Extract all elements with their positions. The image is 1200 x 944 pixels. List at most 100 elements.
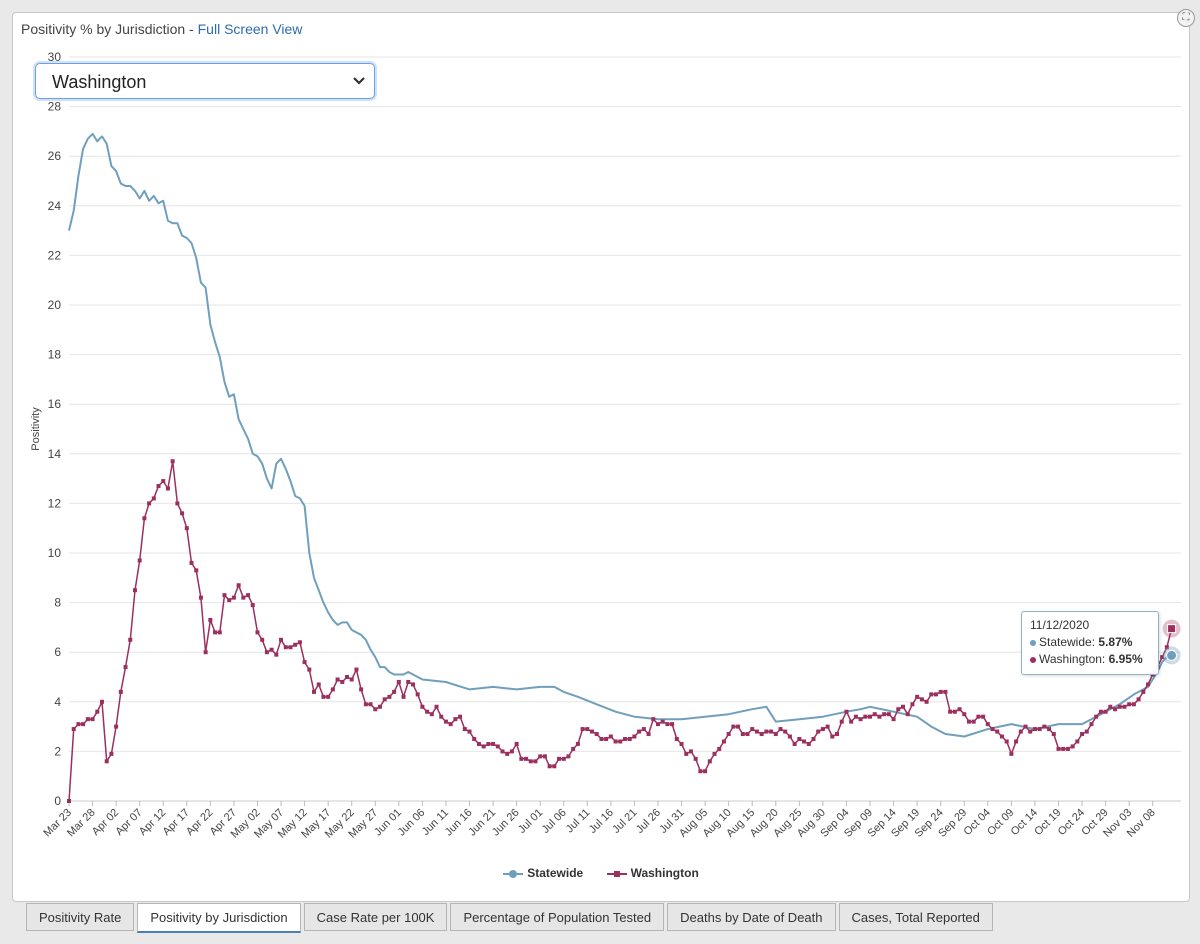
tab-deaths-by-date-of-death[interactable]: Deaths by Date of Death [667,903,836,931]
washington-data-point [999,734,1004,739]
washington-data-point [787,734,792,739]
washington-data-point [307,667,312,672]
washington-data-point [839,719,844,724]
legend-item-statewide[interactable]: Statewide [503,866,583,880]
washington-data-point [990,727,995,732]
y-tick-label: 2 [54,744,61,758]
y-tick-label: 4 [54,695,61,709]
washington-data-point [943,689,948,694]
washington-data-point [217,630,222,635]
washington-data-point [599,737,604,741]
washington-data-point [147,501,152,506]
tab-positivity-by-jurisdiction[interactable]: Positivity by Jurisdiction [137,903,301,933]
washington-data-point [349,677,354,682]
tab-case-rate-per-100k[interactable]: Case Rate per 100K [303,903,448,931]
washington-data-point [472,737,477,741]
washington-data-point [297,640,302,645]
washington-data-point [231,595,236,600]
y-tick-label: 26 [48,149,62,163]
tooltip-washington-label: Washington: [1039,652,1106,666]
statewide-series-line [68,132,1172,738]
washington-data-point [1131,702,1136,707]
washington-data-point [976,714,981,719]
washington-data-point [594,732,599,737]
washington-data-point [1146,682,1151,687]
washington-data-point [458,714,463,719]
y-tick-label: 18 [48,348,62,362]
washington-data-point [778,727,783,732]
washington-data-point [227,598,232,603]
washington-data-point [415,692,420,697]
washington-data-point [260,637,265,642]
washington-data-point [896,707,901,712]
washington-data-point [901,704,905,709]
washington-data-point [806,741,811,746]
washington-data-point [312,689,317,694]
tab-positivity-rate[interactable]: Positivity Rate [26,903,135,931]
washington-data-point [396,679,401,684]
washington-data-point [274,652,279,657]
washington-data-point [651,717,656,722]
y-tick-label: 10 [48,546,62,560]
jurisdiction-select[interactable]: Washington [35,63,375,99]
washington-data-point [1160,655,1165,660]
washington-data-point [514,741,519,746]
washington-data-point [373,707,378,712]
washington-data-point [1084,729,1089,734]
washington-data-point [406,679,411,684]
tooltip-statewide-value: 5.87% [1098,635,1133,649]
washington-data-point [264,650,269,655]
washington-data-point [665,722,670,727]
legend-item-washington[interactable]: Washington [606,866,699,880]
washington-data-point [745,732,750,737]
washington-data-point [604,737,609,741]
washington-data-point [688,749,693,754]
washington-data-point [571,746,576,751]
y-axis-label: Positivity [30,407,42,451]
full-screen-link[interactable]: Full Screen View [197,21,303,37]
washington-data-point [882,712,887,717]
washington-data-point [279,637,284,642]
y-tick-label: 22 [48,248,62,262]
washington-data-point [429,712,434,717]
washington-data-point [1028,729,1033,734]
tooltip-statewide-label: Statewide: [1039,635,1096,649]
washington-data-point [1018,729,1023,734]
y-tick-label: 12 [48,496,62,510]
washington-data-point [1014,739,1019,744]
washington-data-point [377,704,382,709]
washington-data-point [439,714,444,719]
washington-data-point [542,754,547,759]
y-tick-label: 6 [54,645,61,659]
washington-data-point [844,709,849,714]
washington-data-point [585,727,590,732]
washington-data-point [434,704,439,709]
washington-data-point [524,756,529,761]
washington-data-point [85,717,90,722]
washington-data-point [872,712,877,717]
washington-data-point [481,744,486,749]
washington-data-point [104,759,109,764]
washington-data-point [552,764,557,769]
x-tick-label: Jul 11 [564,807,593,836]
washington-data-point [948,709,953,714]
washington-data-point [820,727,825,732]
washington-data-point [302,660,307,665]
washington-data-point [1051,732,1056,737]
legend-statewide-icon [503,869,524,878]
washington-data-point [467,729,472,734]
washington-data-point [109,751,114,756]
washington-data-point [1103,709,1108,714]
washington-data-point [792,741,797,746]
washington-data-point [363,702,368,707]
washington-data-point [995,729,1000,734]
washington-data-point [213,630,218,635]
washington-data-point [557,756,562,761]
washington-data-point [693,756,698,761]
washington-data-point [500,749,505,754]
x-tick-label: Jul 26 [634,807,663,836]
tab-percentage-population-tested[interactable]: Percentage of Population Tested [450,903,665,931]
tab-cases-total-reported[interactable]: Cases, Total Reported [838,903,993,931]
expand-icon[interactable]: ⛶ [1177,9,1195,27]
washington-data-point [255,630,260,635]
